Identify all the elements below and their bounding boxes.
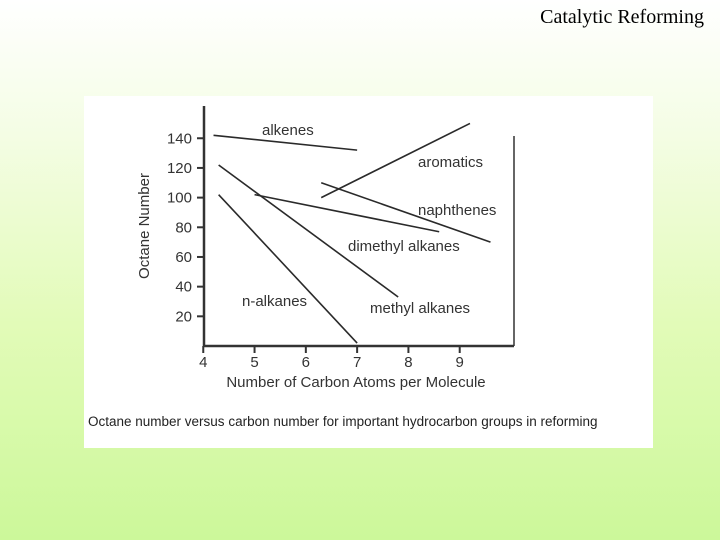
series-label-n-alkanes: n-alkanes <box>242 293 307 310</box>
series-label-aromatics: aromatics <box>418 154 483 171</box>
x-tick-label: 9 <box>456 354 464 371</box>
series-label-alkenes: alkenes <box>262 122 314 139</box>
series-line-dimethyl-alkanes <box>254 193 440 233</box>
chart-figure: 20 40 60 80 100 120 140 4 5 6 7 8 9 alkenes aromatic… <box>84 96 653 448</box>
figure-caption: Octane number versus carbon number for i… <box>88 414 598 429</box>
x-axis-label: Number of Carbon Atoms per Molecule <box>226 374 485 391</box>
chart-axes <box>202 106 515 348</box>
chart-series <box>213 122 491 344</box>
series-label-dimethyl-alkanes: dimethyl alkanes <box>348 238 460 255</box>
y-tick-label: 140 <box>167 130 192 147</box>
series-line-aromatics <box>320 122 471 199</box>
y-tick-label: 40 <box>175 279 192 296</box>
slide-title: Catalytic Reforming <box>540 6 704 28</box>
series-label-naphthenes: naphthenes <box>418 202 496 219</box>
x-tick-label: 7 <box>353 354 361 371</box>
y-tick-label: 20 <box>175 308 192 325</box>
y-tick-label: 60 <box>175 249 192 266</box>
x-tick-label: 6 <box>302 354 310 371</box>
x-tick-label: 5 <box>250 354 258 371</box>
series-line-methyl-alkanes <box>218 164 399 298</box>
series-line-alkenes <box>213 134 358 151</box>
y-axis-ticks: 20 40 60 80 100 120 140 <box>167 130 204 325</box>
line-chart: 20 40 60 80 100 120 140 4 5 6 7 8 9 alkenes aromatic… <box>136 106 515 391</box>
x-axis-ticks: 4 5 6 7 8 9 <box>199 346 464 371</box>
series-labels: alkenes aromatics naphthenes dimethyl alkan… <box>242 122 496 317</box>
y-tick-label: 100 <box>167 190 192 207</box>
y-tick-label: 80 <box>175 219 192 236</box>
y-tick-label: 120 <box>167 160 192 177</box>
y-axis-label: Octane Number <box>136 173 153 279</box>
x-tick-label: 8 <box>404 354 412 371</box>
series-line-n-alkanes <box>218 194 358 344</box>
series-line-naphthenes <box>320 182 491 243</box>
series-label-methyl-alkanes: methyl alkanes <box>370 300 470 317</box>
x-tick-label: 4 <box>199 354 207 371</box>
